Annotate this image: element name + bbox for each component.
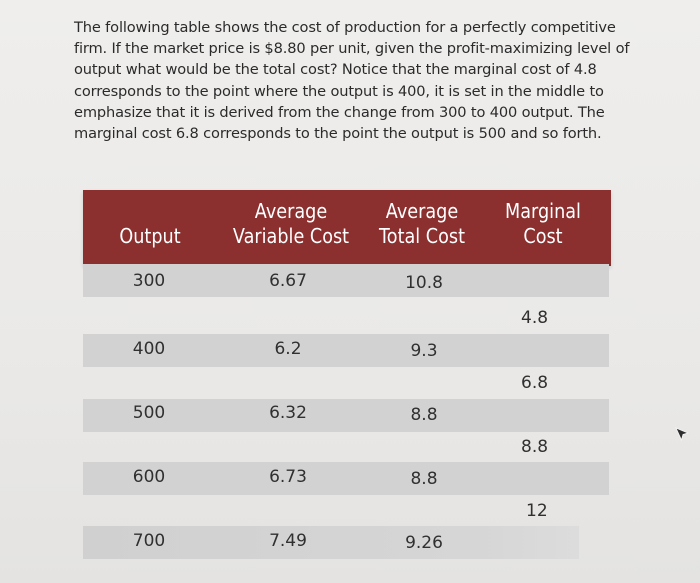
- table-row: 700 7.49 9.26: [83, 526, 579, 559]
- cell-output: 700: [132, 531, 166, 551]
- marginal-cost-value: 6.8: [521, 373, 549, 393]
- question-line: output what would be the total cost? Not…: [74, 61, 597, 79]
- cell-output: 600: [132, 467, 166, 487]
- cell-atc: 8.8: [410, 405, 438, 425]
- cell-atc: 9.3: [410, 341, 438, 361]
- cell-output: 300: [132, 271, 166, 291]
- table-row: 600 6.73 8.8: [83, 462, 609, 495]
- cell-output: 400: [132, 339, 166, 359]
- cell-avc: 6.2: [274, 339, 302, 359]
- marginal-cost-value: 8.8: [521, 437, 549, 457]
- cell-output: 500: [132, 403, 166, 423]
- table-header: Output Average Variable Cost Average Tot…: [83, 190, 611, 266]
- cell-avc: 6.67: [269, 271, 307, 291]
- cell-avc: 6.73: [269, 467, 307, 487]
- question-line: The following table shows the cost of pr…: [74, 19, 616, 36]
- question-line: marginal cost 6.8 corresponds to the poi…: [74, 125, 602, 143]
- table-row: 400 6.2 9.3: [83, 334, 609, 367]
- cell-avc: 7.49: [269, 531, 307, 551]
- marginal-cost-value: 4.8: [521, 308, 549, 328]
- table-row: 500 6.32 8.8: [83, 399, 609, 432]
- cell-atc: 9.26: [405, 533, 443, 553]
- marginal-cost-value: 12: [526, 501, 548, 521]
- header-output: Output: [119, 224, 181, 248]
- cell-atc: 8.8: [410, 469, 438, 489]
- question-line: firm. If the market price is $8.80 per u…: [74, 40, 630, 58]
- header-average-variable-cost: Average Variable Cost: [232, 199, 350, 248]
- mouse-pointer-icon: [675, 427, 689, 441]
- question-line: corresponds to the point where the outpu…: [74, 82, 604, 100]
- header-average-total-cost: Average Total Cost: [379, 199, 465, 248]
- question-text: The following table shows the cost of pr…: [74, 17, 634, 144]
- table-row: 300 6.67 10.8: [83, 264, 609, 297]
- cell-avc: 6.32: [269, 403, 307, 423]
- header-marginal-cost: Marginal Cost: [505, 199, 581, 248]
- question-line: emphasize that it is derived from the ch…: [74, 103, 605, 121]
- cost-table: Output Average Variable Cost Average Tot…: [83, 190, 611, 559]
- cell-atc: 10.8: [405, 273, 443, 293]
